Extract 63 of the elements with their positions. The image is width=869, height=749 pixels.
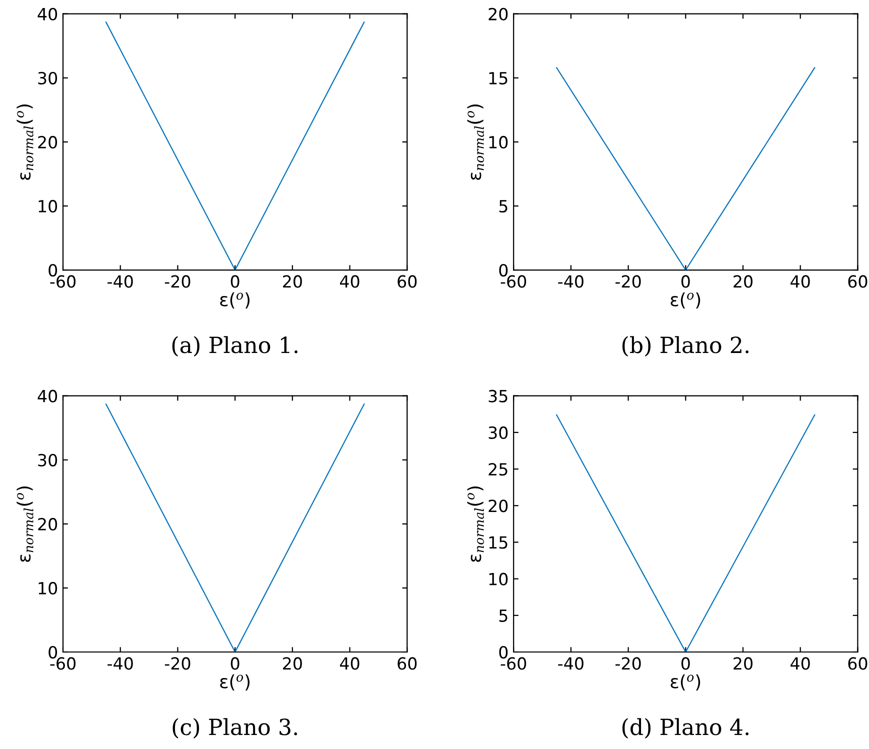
x-tick-label: 60 xyxy=(848,275,868,288)
x-tick-label: 40 xyxy=(790,275,810,288)
y-axis-title: ε$_{normal}$($^{o}$) xyxy=(16,104,34,180)
x-tick-label: 0 xyxy=(230,657,240,670)
y-tick-label: 10 xyxy=(489,136,508,149)
x-axis-title: ε($^{o}$) xyxy=(220,292,250,308)
x-tick-label: 0 xyxy=(681,657,690,670)
y-tick-label: 10 xyxy=(489,572,508,586)
x-tick-label: -40 xyxy=(558,657,584,670)
y-tick-label: 0 xyxy=(48,646,58,659)
y-tick-label: 40 xyxy=(38,8,58,20)
y-tick-label: 5 xyxy=(499,200,508,213)
x-tick-label: -60 xyxy=(50,657,76,670)
y-tick-label: 10 xyxy=(38,582,58,595)
y-tick-label: 15 xyxy=(489,72,508,84)
y-tick-label: 0 xyxy=(499,264,508,277)
y-tick-label: 20 xyxy=(38,136,58,149)
y-tick-label: 15 xyxy=(489,536,508,549)
x-tick-label: 60 xyxy=(398,275,417,288)
y-tick-label: 35 xyxy=(488,390,508,402)
y-axis-title: ε$_{normal}$($^{o}$) xyxy=(467,486,484,562)
x-tick-label: -20 xyxy=(615,275,641,288)
x-tick-label: 0 xyxy=(230,275,240,288)
y-tick-label: 20 xyxy=(38,518,58,530)
x-tick-label: -40 xyxy=(108,275,133,288)
x-tick-label: 20 xyxy=(734,657,752,670)
x-tick-label: -40 xyxy=(558,275,584,288)
y-tick-label: 30 xyxy=(38,72,58,84)
y-axis-title: ε$_{normal}$($^{o}$) xyxy=(467,104,484,180)
text: (d) Plano 4. xyxy=(622,718,749,738)
x-tick-label: 60 xyxy=(848,657,868,670)
y-tick-label: 10 xyxy=(38,200,58,213)
y-tick-label: 20 xyxy=(488,8,508,20)
x-tick-label: -20 xyxy=(615,657,641,670)
y-tick-label: 5 xyxy=(499,610,508,622)
x-tick-label: -20 xyxy=(164,657,190,670)
x-axis-title: ε($^{o}$) xyxy=(670,292,700,308)
x-axis-title: ε($^{o}$) xyxy=(670,674,700,690)
x-axis-title: ε($^{o}$) xyxy=(220,674,250,690)
x-tick-label: 40 xyxy=(340,275,360,288)
x-tick-label: -60 xyxy=(500,657,526,670)
x-tick-label: 20 xyxy=(283,657,302,670)
x-tick-label: -60 xyxy=(50,275,76,288)
x-tick-label: 0 xyxy=(681,275,690,288)
text: (c) Plano 3. xyxy=(172,718,298,738)
x-tick-label: 60 xyxy=(398,657,417,670)
x-tick-label: 40 xyxy=(340,657,360,670)
y-tick-label: 40 xyxy=(38,390,58,402)
x-tick-label: 20 xyxy=(734,275,752,288)
y-tick-label: 0 xyxy=(499,646,508,659)
y-tick-label: 30 xyxy=(488,426,508,440)
x-tick-label: -20 xyxy=(164,275,190,288)
x-tick-label: 40 xyxy=(790,657,810,670)
text: (b) Plano 2. xyxy=(622,336,749,356)
x-tick-label: -60 xyxy=(500,275,526,288)
x-tick-label: -40 xyxy=(108,657,133,670)
y-tick-label: 0 xyxy=(48,264,58,277)
y-tick-label: 30 xyxy=(38,454,58,466)
text: (a) Plano 1. xyxy=(172,336,298,356)
y-axis-title: ε$_{normal}$($^{o}$) xyxy=(16,486,34,562)
y-tick-label: 25 xyxy=(488,462,508,476)
x-tick-label: 20 xyxy=(283,275,302,288)
y-tick-label: 20 xyxy=(488,500,508,512)
